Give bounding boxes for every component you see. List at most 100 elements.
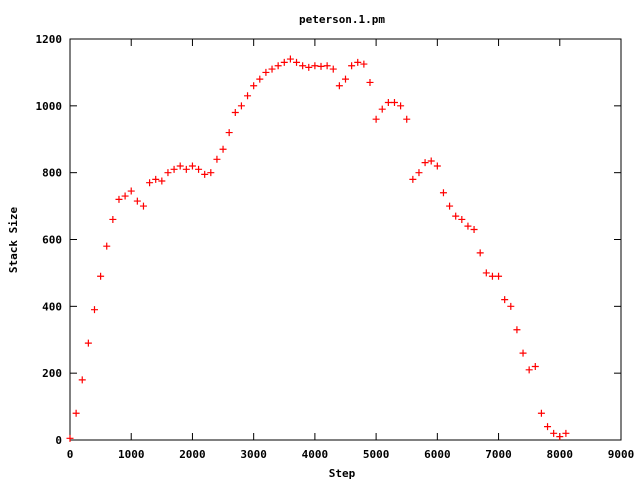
data-point [544, 423, 552, 431]
data-point [133, 197, 141, 205]
data-point [421, 159, 429, 167]
data-point [488, 272, 496, 280]
x-axis: 0 1000 2000 3000 4000 5000 6000 7000 8000 9000 [67, 39, 635, 461]
y-tick-label: 600 [42, 234, 62, 247]
data-point [207, 169, 215, 177]
data-point [348, 62, 356, 70]
data-point [182, 165, 190, 173]
data-point [268, 65, 276, 73]
data-point [152, 175, 160, 183]
data-point [507, 302, 515, 310]
data-point [97, 272, 105, 280]
data-point [115, 195, 123, 203]
x-tick-label: 8000 [547, 448, 574, 461]
data-point [452, 212, 460, 220]
y-tick-label: 0 [55, 434, 62, 447]
data-point [305, 63, 313, 71]
y-tick-label: 1200 [36, 33, 63, 46]
data-point [519, 349, 527, 357]
data-point [372, 115, 380, 123]
data-point [311, 62, 319, 70]
data-point [317, 62, 325, 70]
data-point [323, 62, 331, 70]
x-tick-label: 9000 [608, 448, 635, 461]
data-point [403, 115, 411, 123]
data-point [84, 339, 92, 347]
data-point [433, 162, 441, 170]
data-point [427, 157, 435, 165]
data-point [90, 306, 98, 314]
x-tick-label: 4000 [302, 448, 329, 461]
data-point [482, 269, 490, 277]
data-point [360, 60, 368, 68]
data-point [525, 366, 533, 374]
y-tick-label: 800 [42, 167, 62, 180]
x-tick-label: 2000 [179, 448, 206, 461]
data-point [513, 326, 521, 334]
y-axis: 0 200 400 600 800 1000 1200 [36, 33, 621, 447]
y-axis-label: Stack Size [7, 207, 20, 274]
data-point [262, 68, 270, 76]
data-point [225, 129, 233, 137]
data-point [439, 189, 447, 197]
data-point [188, 162, 196, 170]
data-point [158, 177, 166, 185]
data-point [274, 62, 282, 70]
data-point [390, 98, 398, 106]
data-point [470, 225, 478, 233]
data-point [231, 109, 239, 117]
x-tick-label: 7000 [485, 448, 512, 461]
x-tick-label: 0 [67, 448, 74, 461]
data-point [501, 296, 509, 304]
data-point [458, 215, 466, 223]
x-tick-label: 6000 [424, 448, 451, 461]
data-point [146, 179, 154, 187]
data-point [121, 192, 129, 200]
data-point [195, 165, 203, 173]
data-point [550, 429, 558, 437]
data-point [299, 62, 307, 70]
data-point [415, 169, 423, 177]
data-point [176, 162, 184, 170]
data-point [562, 429, 570, 437]
data-series [66, 55, 570, 442]
data-point [164, 169, 172, 177]
data-point [237, 102, 245, 110]
data-point [109, 215, 117, 223]
data-point [127, 187, 135, 195]
data-point [286, 55, 294, 63]
data-point [329, 65, 337, 73]
data-point [476, 249, 484, 257]
data-point [219, 145, 227, 153]
y-tick-label: 1000 [36, 100, 63, 113]
data-point [213, 155, 221, 163]
data-point [170, 165, 178, 173]
data-point [139, 202, 147, 210]
data-point [384, 98, 392, 106]
data-point [103, 242, 111, 250]
data-point [464, 222, 472, 230]
data-point [397, 102, 405, 110]
data-point [409, 175, 417, 183]
data-point [335, 82, 343, 90]
data-point [280, 58, 288, 66]
data-point [354, 58, 362, 66]
data-point [446, 202, 454, 210]
data-point [293, 58, 301, 66]
data-point [366, 78, 374, 86]
data-point [72, 409, 80, 417]
data-point [66, 434, 74, 442]
y-tick-label: 400 [42, 300, 62, 313]
data-point [556, 433, 564, 441]
data-point [256, 75, 264, 83]
y-tick-label: 200 [42, 367, 62, 380]
data-point [201, 170, 209, 178]
plot-frame [69, 38, 622, 441]
data-point [250, 82, 258, 90]
x-tick-label: 5000 [363, 448, 390, 461]
data-point [244, 92, 252, 100]
data-point [378, 105, 386, 113]
data-point [342, 75, 349, 83]
data-point [537, 409, 545, 417]
data-point [495, 272, 503, 280]
